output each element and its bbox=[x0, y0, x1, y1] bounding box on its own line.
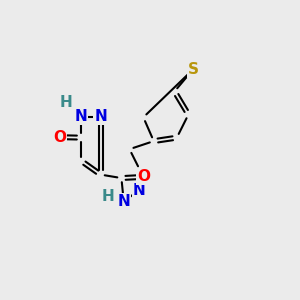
Text: N: N bbox=[94, 109, 107, 124]
Text: S: S bbox=[188, 62, 199, 77]
Text: N: N bbox=[117, 194, 130, 209]
Text: H: H bbox=[101, 189, 114, 204]
Text: N: N bbox=[132, 183, 145, 198]
Text: O: O bbox=[54, 130, 67, 145]
Text: N: N bbox=[75, 109, 87, 124]
Text: O: O bbox=[137, 169, 150, 184]
Text: H: H bbox=[59, 95, 72, 110]
